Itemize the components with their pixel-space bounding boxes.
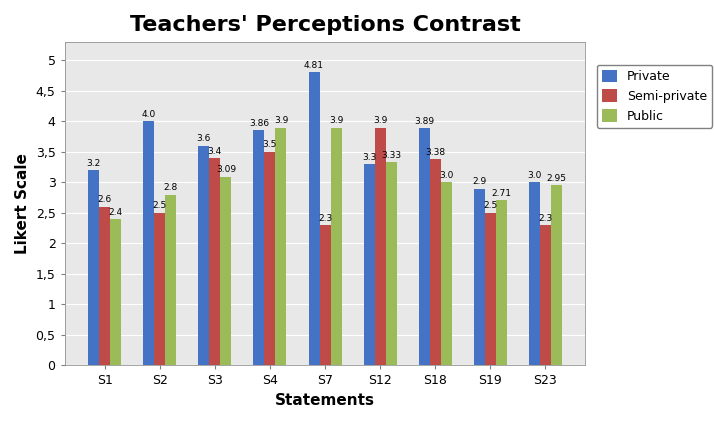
Text: 3.33: 3.33 <box>381 151 401 160</box>
Text: 3.6: 3.6 <box>196 135 211 143</box>
Text: 3.9: 3.9 <box>273 116 288 125</box>
Bar <box>276 127 286 365</box>
Text: 3.0: 3.0 <box>527 171 541 180</box>
Bar <box>166 195 176 365</box>
Bar <box>485 213 496 365</box>
Text: 3.0: 3.0 <box>439 171 453 180</box>
Text: 2.3: 2.3 <box>318 214 332 222</box>
Text: 2.4: 2.4 <box>109 208 123 217</box>
Bar <box>540 225 550 365</box>
Bar <box>221 177 231 365</box>
Bar <box>529 182 540 365</box>
Text: 3.38: 3.38 <box>425 148 446 157</box>
X-axis label: Statements: Statements <box>275 393 375 408</box>
Text: 2.9: 2.9 <box>472 177 486 186</box>
Bar <box>99 207 110 365</box>
Bar <box>363 164 375 365</box>
Bar <box>209 158 221 365</box>
Text: 3.5: 3.5 <box>263 140 277 149</box>
Bar <box>198 146 209 365</box>
Title: Teachers' Perceptions Contrast: Teachers' Perceptions Contrast <box>130 15 521 35</box>
Text: 3.3: 3.3 <box>362 153 376 162</box>
Text: 3.4: 3.4 <box>208 147 222 156</box>
Text: 2.71: 2.71 <box>491 189 511 198</box>
Text: 3.9: 3.9 <box>329 116 343 125</box>
Text: 2.8: 2.8 <box>164 183 178 192</box>
Bar <box>264 152 276 365</box>
Bar <box>331 127 341 365</box>
Text: 3.86: 3.86 <box>249 118 269 127</box>
Bar <box>253 130 264 365</box>
Bar <box>473 189 485 365</box>
Text: 2.3: 2.3 <box>538 214 553 222</box>
Bar <box>418 128 430 365</box>
Bar <box>154 213 166 365</box>
Text: 4.81: 4.81 <box>304 60 324 69</box>
Bar <box>110 219 121 365</box>
Y-axis label: Likert Scale: Likert Scale <box>15 153 30 254</box>
Bar <box>550 185 562 365</box>
Text: 3.89: 3.89 <box>414 117 434 126</box>
Text: 3.9: 3.9 <box>373 116 387 125</box>
Text: 2.6: 2.6 <box>98 195 112 204</box>
Bar <box>430 159 441 365</box>
Bar <box>89 170 99 365</box>
Text: 2.5: 2.5 <box>483 201 498 211</box>
Bar <box>308 72 320 365</box>
Text: 2.5: 2.5 <box>153 201 167 211</box>
Text: 4.0: 4.0 <box>141 110 156 119</box>
Bar <box>496 200 507 365</box>
Bar <box>144 121 154 365</box>
Legend: Private, Semi-private, Public: Private, Semi-private, Public <box>597 65 712 128</box>
Bar <box>320 225 331 365</box>
Text: 2.95: 2.95 <box>546 174 566 183</box>
Bar <box>375 127 386 365</box>
Bar <box>386 162 396 365</box>
Text: 3.09: 3.09 <box>216 165 236 174</box>
Bar <box>441 182 452 365</box>
Text: 3.2: 3.2 <box>86 159 101 168</box>
